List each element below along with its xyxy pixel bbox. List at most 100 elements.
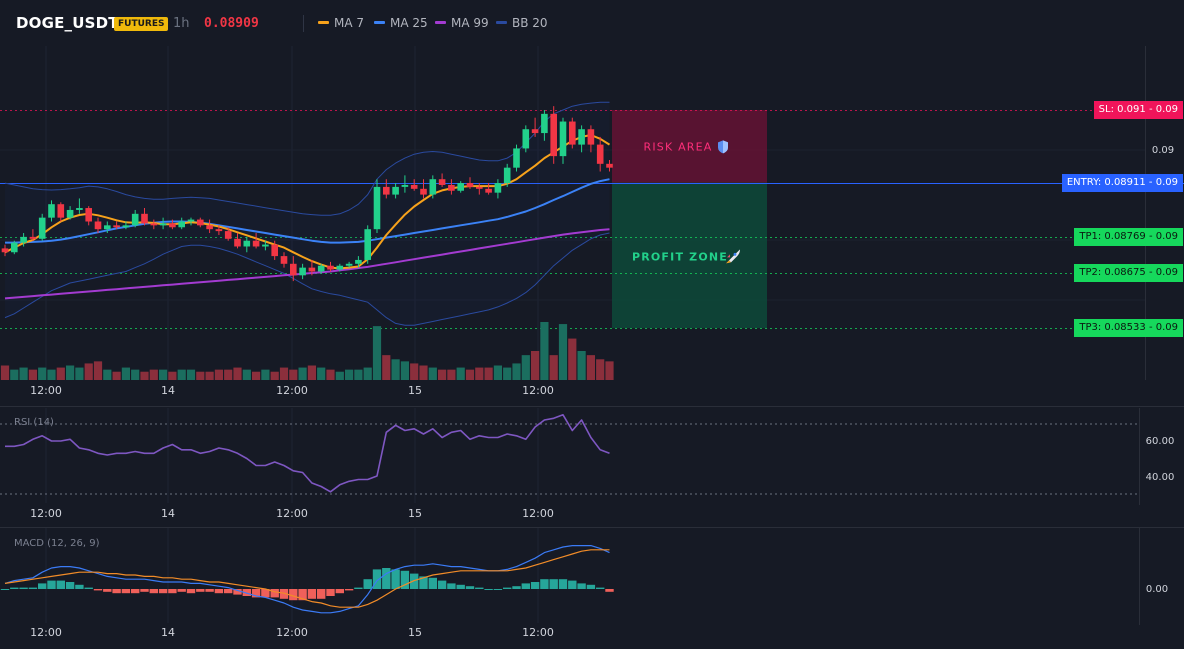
candle-body <box>569 121 576 145</box>
macd-histogram-bar <box>410 573 419 589</box>
time-axis-label: 14 <box>161 384 175 397</box>
volume-bar <box>596 359 605 380</box>
volume-bar <box>428 367 437 380</box>
candle-body <box>113 225 120 228</box>
volume-bar <box>19 367 28 380</box>
volume-bar <box>149 369 158 380</box>
macd-histogram-bar <box>568 580 577 589</box>
legend-ma99[interactable]: MA 99 <box>435 16 489 30</box>
legend-label-ma99: MA 99 <box>451 16 489 30</box>
macd-histogram-bar <box>484 589 493 590</box>
volume-bar <box>242 369 251 380</box>
bb-lower-line <box>4 232 610 326</box>
candle-body <box>57 204 65 218</box>
candle-body <box>587 129 595 145</box>
macd-histogram-bar <box>279 589 289 599</box>
macd-histogram-bar <box>391 569 400 589</box>
legend-bb20[interactable]: BB 20 <box>496 16 548 30</box>
candle-body <box>355 259 362 264</box>
macd-histogram-bar <box>596 587 605 589</box>
macd-histogram-bar <box>530 582 540 589</box>
axis-labels: 12:00 14 12:00 15 12:00 12:00 14 12:00 15 12:00 12… <box>14 145 1174 639</box>
rsi-title: RSI (14) <box>14 417 54 428</box>
candle-body <box>85 208 92 222</box>
macd-histogram-bar <box>605 589 614 592</box>
volume-bar <box>447 369 456 380</box>
candle-body <box>327 265 334 270</box>
macd-histogram-bar <box>400 570 410 589</box>
candle-body <box>336 265 344 270</box>
candle-body <box>243 240 251 247</box>
candle-body <box>485 188 492 193</box>
ma25-line <box>5 178 610 244</box>
volume-bar <box>289 369 298 380</box>
timeframe-selector[interactable]: 1h <box>173 16 190 31</box>
time-axis-label: 12:00 <box>522 384 554 397</box>
legend-swatch-bb20 <box>496 21 507 24</box>
time-axis-label: 14 <box>161 626 175 639</box>
tp2-price-tag[interactable]: TP2: 0.08675 - 0.09 <box>1074 264 1183 283</box>
entry-price-tag[interactable]: ENTRY: 0.08911 - 0.09 <box>1061 173 1183 192</box>
candle-body <box>66 209 74 218</box>
candle-body <box>150 223 158 226</box>
macd-histogram-bar <box>512 586 521 589</box>
rsi-axis-tick: 60.00 <box>1146 436 1175 447</box>
candle-body <box>11 242 18 253</box>
price-axis-tick: 0.09 <box>1152 145 1174 156</box>
grid-lines <box>0 46 1145 623</box>
macd-histogram-bar <box>158 589 168 594</box>
volume-bar <box>131 369 140 380</box>
candle-body <box>438 179 446 185</box>
candle-body <box>215 229 223 232</box>
volume-bar <box>372 326 382 380</box>
volume-bar <box>28 369 37 380</box>
macd-histogram-bar <box>65 582 75 589</box>
candle-body <box>224 231 232 239</box>
volume-bar <box>577 351 586 380</box>
time-axis-label: 15 <box>408 384 422 397</box>
candle-body <box>122 225 130 228</box>
macd-histogram-bar <box>28 587 38 589</box>
volume-bar <box>410 363 419 380</box>
bb-fill <box>5 102 610 326</box>
symbol-title[interactable]: DOGE_USDT <box>16 14 119 32</box>
volume-bar <box>75 367 84 380</box>
profit-zone-box <box>612 182 767 328</box>
volume-bar <box>605 361 614 380</box>
volume-bar <box>400 361 409 380</box>
macd-histogram-bar <box>93 589 103 591</box>
volume-bar <box>10 369 19 380</box>
candle-body <box>364 229 371 260</box>
macd-histogram-bar <box>131 589 140 594</box>
futures-badge: FUTURES <box>114 17 169 31</box>
legend-ma25[interactable]: MA 25 <box>374 16 428 30</box>
volume-bar <box>586 355 595 380</box>
candle-body <box>290 263 297 276</box>
rsi-line <box>5 413 610 493</box>
ma99-line <box>4 228 610 300</box>
candle-body <box>578 129 585 145</box>
macd-histogram-bar <box>112 589 121 594</box>
time-axis-label: 12:00 <box>30 626 62 639</box>
volume-bar <box>93 361 103 380</box>
legend-ma7[interactable]: MA 7 <box>318 16 364 30</box>
sl-price-tag[interactable]: SL: 0.091 - 0.09 <box>1093 101 1183 119</box>
macd-histogram-bar <box>307 589 317 599</box>
macd-histogram-bar <box>382 568 391 589</box>
volume-bar <box>317 367 326 380</box>
candle-body <box>169 223 176 228</box>
macd-histogram-bar <box>205 589 214 592</box>
macd-axis-tick: 0.00 <box>1146 584 1168 595</box>
shield-icon <box>718 140 728 154</box>
tp3-price-tag[interactable]: TP3: 0.08533 - 0.09 <box>1074 319 1183 337</box>
candle-body <box>317 265 325 272</box>
legend-swatch-ma7 <box>318 21 329 24</box>
volume-bar <box>298 367 307 380</box>
tp1-price-tag[interactable]: TP1: 0.08769 - 0.09 <box>1074 228 1183 247</box>
macd-histogram-bar <box>168 589 177 594</box>
legend-label-bb20: BB 20 <box>512 16 548 30</box>
profit-zone-label: PROFIT ZONE <box>632 250 728 263</box>
candle-body <box>596 144 604 164</box>
volume-bar <box>345 369 354 380</box>
